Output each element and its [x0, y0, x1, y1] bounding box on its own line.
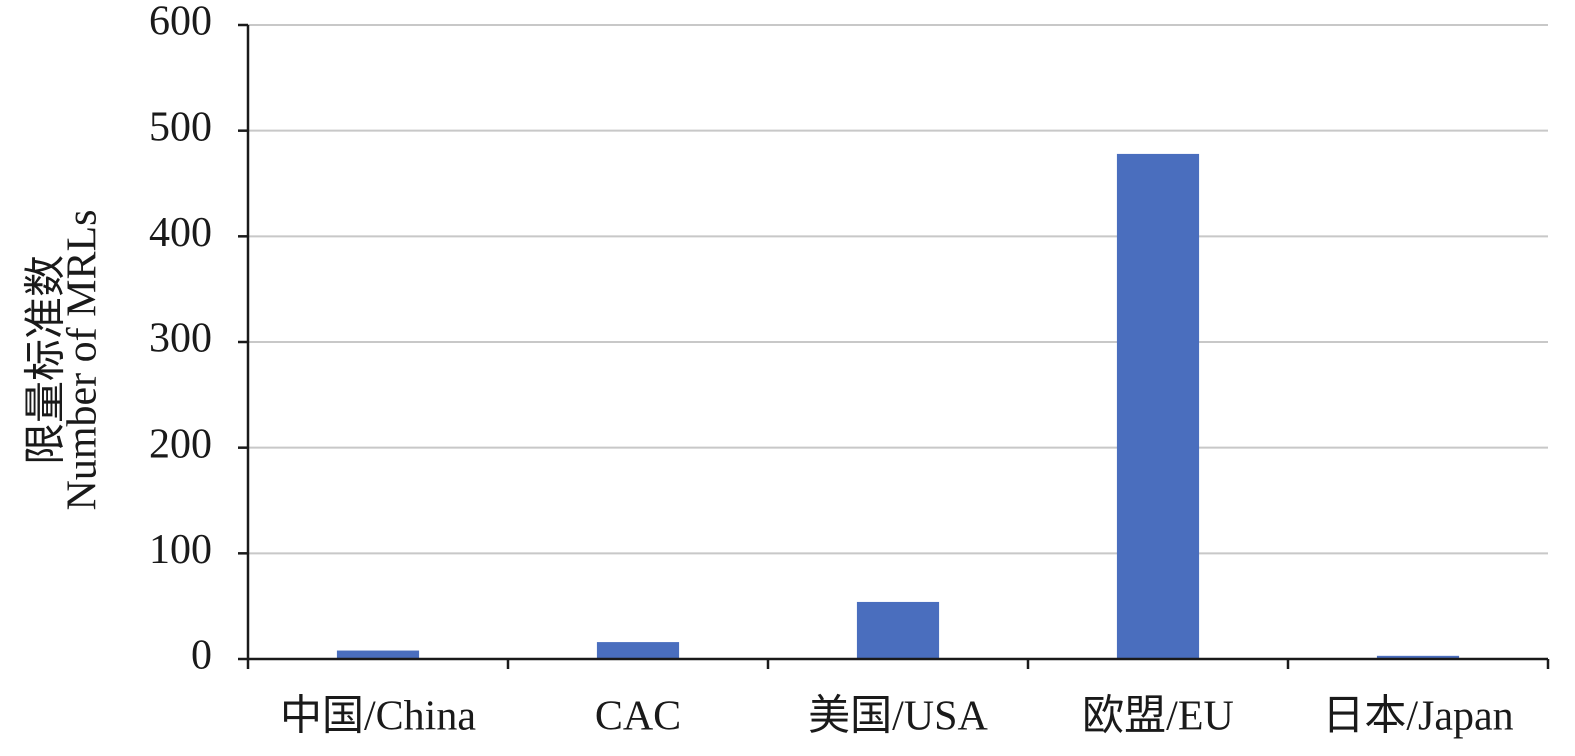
y-tick-label: 400: [149, 210, 212, 256]
bar: [856, 601, 940, 659]
y-tick-label: 600: [149, 0, 212, 45]
y-tick-label: 100: [149, 527, 212, 573]
bar: [1376, 655, 1460, 659]
x-tick-label: 美国/USA: [808, 694, 988, 740]
x-tick-label: CAC: [595, 694, 681, 740]
y-axis-title: 限量标准数 Number of MRLs: [24, 210, 106, 511]
x-tick-label: 中国/China: [280, 694, 476, 740]
y-tick-label: 500: [149, 104, 212, 150]
bar: [336, 650, 420, 659]
x-tick-label: 日本/Japan: [1322, 694, 1513, 740]
y-axis-title-line: 限量标准数: [24, 255, 70, 465]
y-tick-label: 0: [191, 633, 212, 679]
y-tick-label: 200: [149, 421, 212, 467]
bar: [596, 642, 680, 659]
bar: [1116, 153, 1200, 659]
y-axis-title-line: Number of MRLs: [60, 210, 106, 511]
x-tick-label: 欧盟/EU: [1082, 694, 1234, 740]
y-tick-label: 300: [149, 316, 212, 362]
